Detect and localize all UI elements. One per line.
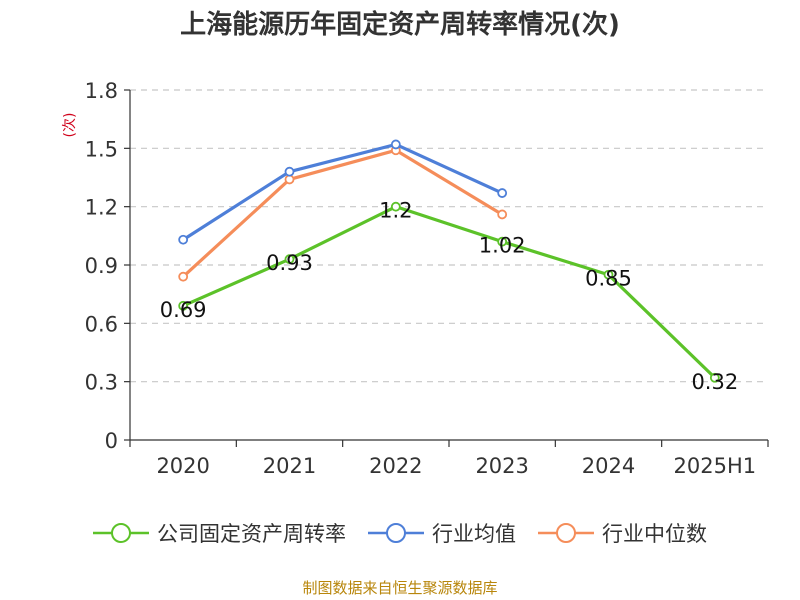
data-point: [709, 372, 720, 383]
data-point: [603, 269, 614, 280]
y-axis-label: (次): [62, 113, 78, 138]
data-point: [390, 201, 401, 212]
y-tick-label: 0.9: [85, 254, 118, 278]
legend-swatch-marker: [111, 523, 131, 543]
series-line: [182, 142, 503, 242]
legend-item: 行业均值: [368, 518, 516, 548]
legend-label: 行业均值: [432, 522, 516, 546]
data-point: [178, 234, 189, 245]
data-point: [497, 236, 508, 247]
legend-item: 公司固定资产周转率: [93, 518, 346, 548]
data-point: [284, 174, 295, 185]
legend-label: 行业中位数: [602, 522, 707, 546]
x-tick-label: 2023: [475, 454, 528, 478]
series-line: [182, 148, 503, 278]
data-label: 1.2: [379, 199, 412, 223]
legend-item: 行业中位数: [538, 518, 707, 548]
series-line: [182, 205, 716, 379]
data-point: [284, 254, 295, 265]
data-label: 0.93: [266, 251, 313, 275]
legend-swatch-marker: [386, 523, 406, 543]
data-point: [497, 209, 508, 220]
data-label: 1.02: [479, 234, 526, 258]
data-label: 0.32: [691, 370, 738, 394]
legend-swatch-icon: [93, 523, 149, 543]
x-tick-label: 2024: [582, 454, 635, 478]
chart-legend: 公司固定资产周转率 行业均值 行业中位数: [0, 518, 800, 548]
x-tick-label: 2021: [263, 454, 316, 478]
y-tick-label: 0: [105, 429, 118, 453]
data-point: [178, 300, 189, 311]
y-tick-label: 0.3: [85, 371, 118, 395]
source-footer: 制图数据来自恒生聚源数据库: [302, 579, 498, 597]
data-label: 0.69: [160, 298, 207, 322]
y-tick-label: 1.5: [85, 137, 118, 161]
data-point: [284, 166, 295, 177]
x-tick-label: 2020: [156, 454, 209, 478]
y-tick-label: 0.6: [85, 312, 118, 336]
legend-label: 公司固定资产周转率: [157, 522, 346, 546]
legend-swatch-marker: [556, 523, 576, 543]
legend-swatch-icon: [368, 523, 424, 543]
data-label: 0.85: [585, 267, 632, 291]
legend-swatch-icon: [538, 523, 594, 543]
data-point: [390, 139, 401, 150]
data-point: [497, 188, 508, 198]
data-point: [178, 271, 189, 282]
chart-title: 上海能源历年固定资产周转率情况(次): [180, 10, 620, 40]
y-tick-label: 1.2: [85, 196, 118, 220]
x-tick-label: 2025H1: [674, 454, 757, 478]
y-tick-label: 1.8: [85, 79, 118, 103]
x-tick-label: 2022: [369, 454, 422, 478]
